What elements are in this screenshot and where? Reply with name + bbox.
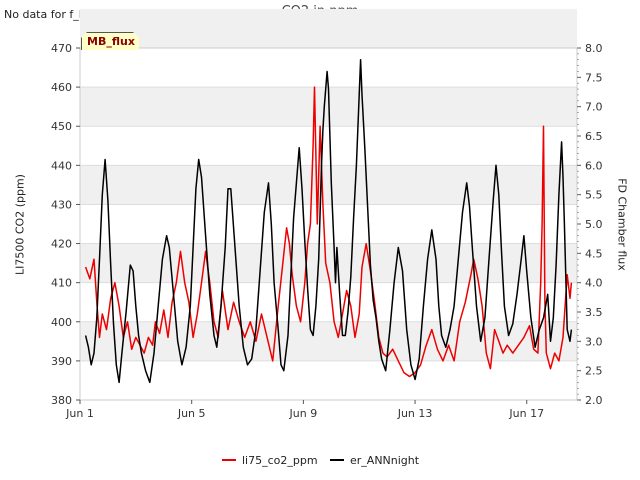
y-tick-label: 420 [51,238,72,251]
y2-tick-label: 2.0 [585,394,603,407]
background-band [80,8,577,48]
y-tick-label: 460 [51,81,72,94]
legend: li75_co2_ppm er_ANNnight [222,454,420,467]
y-tick-label: 390 [51,355,72,368]
y-tick-label: 430 [51,198,72,211]
y-axis-label: LI7500 CO2 (ppm) [13,174,27,275]
y2-tick-label: 7.5 [585,71,603,84]
band-layer [80,8,577,361]
y2-tick-label: 5.0 [585,218,603,231]
legend-li75-label: li75_co2_ppm [242,454,318,467]
mb-flux-badge: MB_flux [81,32,139,50]
x-tick-label: Jun 5 [177,407,206,420]
y2-tick-label: 4.5 [585,247,603,260]
legend-ann-label: er_ANNnight [350,454,420,467]
y-tick-label: 400 [51,316,72,329]
series-layer [84,58,573,384]
y-tick-label: 440 [51,159,72,172]
y-axis-right: 2.0 2.5 3.0 3.5 4.0 4.5 5.0 5.5 6.0 6.5 7.0 7.5 8.0 [577,42,603,407]
y-tick-label: 450 [51,120,72,133]
series-line-er_ANNnight [84,58,573,384]
y2-tick-label: 3.5 [585,306,603,319]
y-tick-label: 410 [51,277,72,290]
y2-tick-label: 7.0 [585,101,603,114]
x-tick-label: Jun 13 [397,407,433,420]
x-axis: Jun 1 Jun 5 Jun 9 Jun 13 Jun 17 [65,400,544,420]
y-tick-label: 380 [51,394,72,407]
background-band [80,165,577,205]
x-tick-label: Jun 17 [508,407,544,420]
x-tick-label: Jun 9 [289,407,318,420]
y2-tick-label: 6.5 [585,130,603,143]
y-axis-left: 380 390 400 410 420 430 440 450 460 470 [51,42,80,407]
series-line-li75_co2_ppm [84,86,573,378]
y2-tick-label: 4.0 [585,277,603,290]
y2-tick-label: 3.0 [585,335,603,348]
y2-tick-label: 5.5 [585,189,603,202]
y-tick-label: 470 [51,42,72,55]
y2-axis-label: FD Chamber flux [615,178,629,271]
x-tick-label: Jun 1 [65,407,94,420]
y2-tick-label: 2.5 [585,365,603,378]
background-band [80,321,577,361]
y2-tick-label: 6.0 [585,159,603,172]
y2-tick-label: 8.0 [585,42,603,55]
